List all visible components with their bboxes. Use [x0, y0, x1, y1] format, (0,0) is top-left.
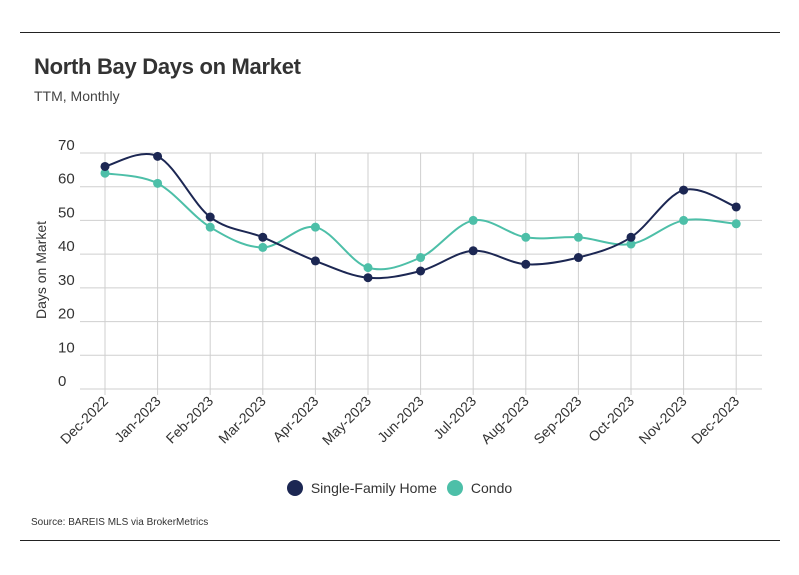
- data-point-single-family[interactable]: [205, 212, 215, 222]
- data-point-single-family[interactable]: [153, 151, 163, 161]
- data-point-single-family[interactable]: [416, 266, 426, 276]
- data-point-single-family[interactable]: [521, 259, 531, 269]
- x-tick-label: Dec-2023: [688, 393, 742, 447]
- y-axis-ticks: 0 10 20 30 40 50 60 70: [58, 137, 75, 390]
- y-tick-label: 10: [58, 339, 75, 356]
- data-point-condo[interactable]: [363, 263, 373, 273]
- y-tick-label: 70: [58, 137, 75, 154]
- chart-title: North Bay Days on Market: [34, 54, 301, 79]
- legend-label-condo: Condo: [470, 480, 513, 496]
- data-point-single-family[interactable]: [679, 185, 689, 195]
- data-point-single-family[interactable]: [626, 232, 636, 242]
- data-point-condo[interactable]: [521, 232, 531, 242]
- legend-label-single-family: Single-Family Home: [310, 480, 437, 496]
- legend-swatch-single-family: [286, 480, 303, 496]
- data-point-condo[interactable]: [153, 178, 163, 188]
- y-tick-label: 0: [58, 373, 66, 390]
- data-point-single-family[interactable]: [258, 232, 268, 242]
- data-point-condo[interactable]: [468, 215, 478, 225]
- series-points: [100, 151, 741, 283]
- grid-lines: [80, 152, 762, 395]
- y-tick-label: 50: [58, 204, 75, 221]
- x-tick-label: Sep-2023: [530, 393, 584, 447]
- top-rule: [20, 32, 780, 33]
- legend: Single-Family Home Condo: [0, 480, 799, 496]
- legend-swatch-condo: [446, 480, 463, 496]
- data-point-single-family[interactable]: [310, 256, 320, 266]
- x-tick-label: May-2023: [319, 393, 374, 448]
- data-point-condo[interactable]: [626, 239, 636, 249]
- x-tick-label: Feb-2023: [163, 393, 217, 447]
- data-point-condo[interactable]: [731, 219, 741, 229]
- x-tick-label: Mar-2023: [215, 393, 269, 447]
- x-tick-label: Dec-2022: [57, 393, 111, 447]
- y-tick-label: 30: [58, 272, 75, 289]
- y-tick-label: 60: [58, 171, 75, 188]
- data-point-condo[interactable]: [100, 168, 110, 178]
- chart-subtitle: TTM, Monthly: [34, 88, 120, 104]
- x-tick-label: Aug-2023: [478, 393, 532, 447]
- data-point-condo[interactable]: [205, 222, 215, 232]
- data-point-condo[interactable]: [258, 242, 268, 252]
- y-tick-label: 20: [58, 306, 75, 323]
- legend-item-single-family[interactable]: Single-Family Home: [286, 480, 437, 496]
- x-tick-label: Nov-2023: [635, 393, 689, 447]
- y-axis-label: Days on Market: [33, 221, 49, 319]
- data-point-single-family[interactable]: [363, 273, 373, 283]
- data-point-single-family[interactable]: [573, 253, 583, 263]
- data-point-single-family[interactable]: [468, 246, 478, 256]
- bottom-rule: [20, 540, 780, 541]
- legend-item-condo[interactable]: Condo: [446, 480, 513, 496]
- data-point-single-family[interactable]: [100, 161, 110, 171]
- x-tick-label: Oct-2023: [585, 393, 637, 445]
- data-point-single-family[interactable]: [731, 202, 741, 212]
- data-point-condo[interactable]: [679, 215, 689, 225]
- x-tick-label: Jul-2023: [430, 393, 479, 442]
- y-tick-label: 40: [58, 238, 75, 255]
- data-point-condo[interactable]: [416, 253, 426, 263]
- x-tick-label: Jan-2023: [111, 393, 164, 446]
- data-point-condo[interactable]: [573, 232, 583, 242]
- x-tick-label: Jun-2023: [374, 393, 427, 446]
- x-tick-label: Apr-2023: [269, 393, 321, 445]
- source-note: Source: BAREIS MLS via BrokerMetrics: [31, 517, 209, 528]
- data-point-condo[interactable]: [310, 222, 320, 232]
